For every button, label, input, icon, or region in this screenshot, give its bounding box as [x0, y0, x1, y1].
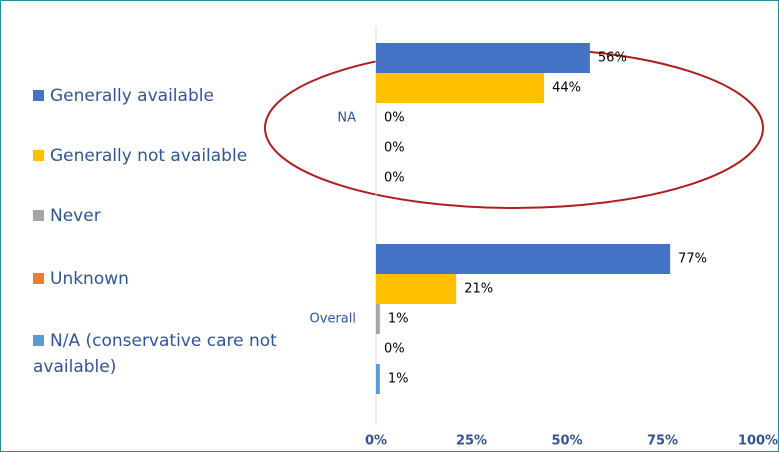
value-label: 0%	[384, 111, 405, 126]
bar	[376, 244, 671, 274]
bar	[376, 304, 380, 334]
bar	[376, 43, 590, 73]
value-label: 0%	[384, 171, 405, 186]
legend-label: Generally not available	[50, 146, 248, 166]
value-label: 0%	[384, 141, 405, 156]
legend-label: Never	[50, 206, 101, 226]
value-label: 0%	[384, 342, 405, 357]
category-label: Overall	[310, 312, 356, 327]
legend-label: N/A (conservative care not available)	[33, 331, 277, 377]
legend-item: Unknown	[33, 266, 283, 292]
legend-item: N/A (conservative care not available)	[33, 328, 283, 380]
value-label: 77%	[678, 252, 707, 267]
value-label: 44%	[552, 81, 581, 96]
x-tick-label: 75%	[647, 434, 678, 449]
legend-label: Unknown	[50, 269, 129, 289]
bar	[376, 73, 545, 103]
value-label: 1%	[388, 372, 409, 387]
legend-item: Generally available	[33, 83, 283, 109]
value-label: 21%	[464, 282, 493, 297]
value-label: 1%	[388, 312, 409, 327]
value-label: 56%	[598, 51, 627, 66]
legend-swatch	[33, 210, 44, 221]
category-label: NA	[337, 111, 356, 126]
legend-label: Generally available	[50, 86, 214, 106]
legend-swatch	[33, 90, 44, 101]
legend-item: Never	[33, 203, 283, 229]
x-tick-label: 50%	[551, 434, 582, 449]
x-tick-label: 0%	[365, 434, 387, 449]
bar	[376, 274, 457, 304]
legend-swatch	[33, 150, 44, 161]
x-tick-label: 25%	[456, 434, 487, 449]
legend-swatch	[33, 335, 44, 346]
bar	[376, 364, 380, 394]
x-tick-label: 100%	[738, 434, 778, 449]
legend-swatch	[33, 273, 44, 284]
legend-item: Generally not available	[33, 143, 283, 169]
